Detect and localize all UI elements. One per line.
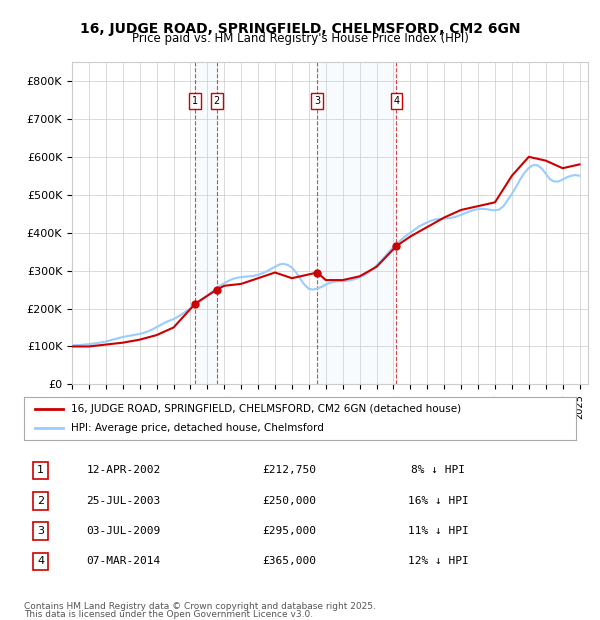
Text: 03-JUL-2009: 03-JUL-2009 (86, 526, 160, 536)
Bar (317, 62, 397, 384)
Text: 07-MAR-2014: 07-MAR-2014 (86, 556, 160, 567)
Text: 8% ↓ HPI: 8% ↓ HPI (411, 466, 465, 476)
Text: £365,000: £365,000 (262, 556, 316, 567)
Text: £212,750: £212,750 (262, 466, 316, 476)
Text: This data is licensed under the Open Government Licence v3.0.: This data is licensed under the Open Gov… (24, 610, 313, 619)
Text: Price paid vs. HM Land Registry's House Price Index (HPI): Price paid vs. HM Land Registry's House … (131, 32, 469, 45)
Text: 12% ↓ HPI: 12% ↓ HPI (407, 556, 469, 567)
Text: £295,000: £295,000 (262, 526, 316, 536)
Text: 4: 4 (394, 95, 400, 105)
Text: 16, JUDGE ROAD, SPRINGFIELD, CHELMSFORD, CM2 6GN: 16, JUDGE ROAD, SPRINGFIELD, CHELMSFORD,… (80, 22, 520, 36)
Text: 3: 3 (314, 95, 320, 105)
Text: 1: 1 (37, 466, 44, 476)
Text: 2: 2 (37, 496, 44, 506)
Bar (195, 62, 217, 384)
Text: HPI: Average price, detached house, Chelmsford: HPI: Average price, detached house, Chel… (71, 423, 324, 433)
Text: 16, JUDGE ROAD, SPRINGFIELD, CHELMSFORD, CM2 6GN (detached house): 16, JUDGE ROAD, SPRINGFIELD, CHELMSFORD,… (71, 404, 461, 414)
Text: 1: 1 (192, 95, 198, 105)
Text: 3: 3 (37, 526, 44, 536)
Text: Contains HM Land Registry data © Crown copyright and database right 2025.: Contains HM Land Registry data © Crown c… (24, 602, 376, 611)
Text: 11% ↓ HPI: 11% ↓ HPI (407, 526, 469, 536)
Text: 25-JUL-2003: 25-JUL-2003 (86, 496, 160, 506)
Text: 16% ↓ HPI: 16% ↓ HPI (407, 496, 469, 506)
Text: 2: 2 (214, 95, 220, 105)
Text: 4: 4 (37, 556, 44, 567)
Text: £250,000: £250,000 (262, 496, 316, 506)
Text: 12-APR-2002: 12-APR-2002 (86, 466, 160, 476)
